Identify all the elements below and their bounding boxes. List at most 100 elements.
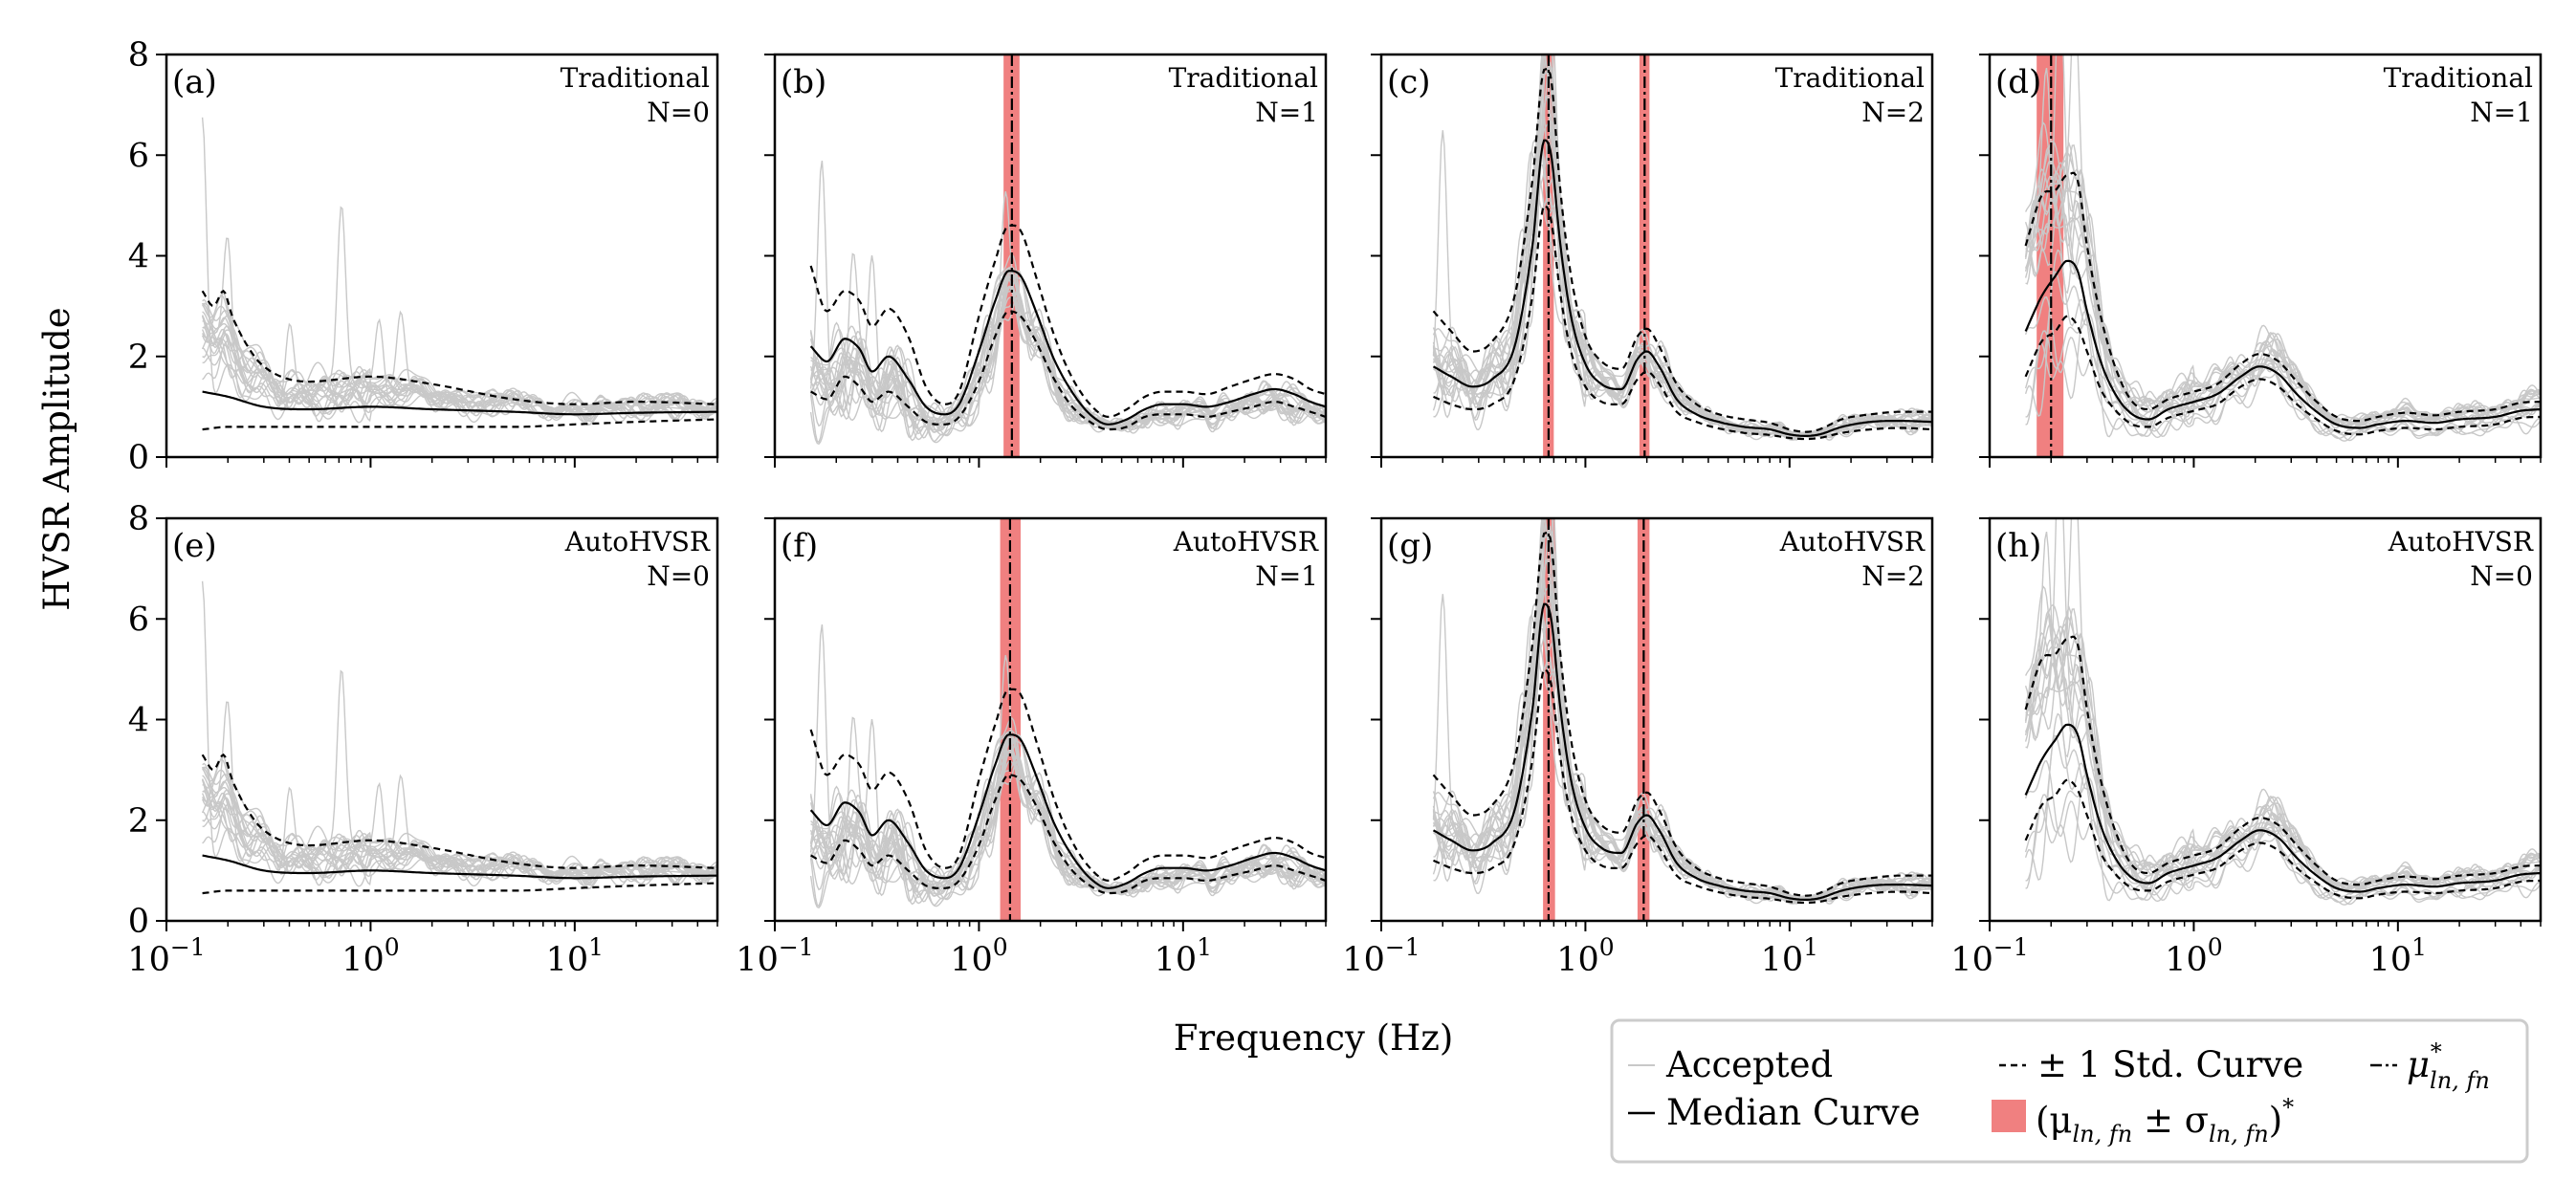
median-curve xyxy=(809,733,1326,889)
median-curve xyxy=(202,390,717,416)
accepted-curve-16 xyxy=(1432,525,1932,901)
x-tick-label: 100 xyxy=(341,933,399,979)
legend-mu-label: μln, fn* xyxy=(2407,1038,2490,1094)
panel-n-label: N=0 xyxy=(647,97,710,128)
plot-area xyxy=(2024,55,2541,457)
y-tick-label: 6 xyxy=(128,137,149,175)
std-upper-curve xyxy=(809,224,1326,419)
legend-frame xyxy=(1610,1018,2529,1164)
std-upper-curve xyxy=(1432,531,1932,897)
median-curve xyxy=(1432,602,1932,901)
x-tick-label: 10−1 xyxy=(1950,933,2028,979)
panel-method-label: Traditional xyxy=(2384,62,2533,94)
accepted-curve-20 xyxy=(202,766,717,883)
accepted-curve-20 xyxy=(202,302,717,419)
accepted-curve-18 xyxy=(202,768,717,879)
x-tick-label: 101 xyxy=(1155,933,1212,979)
std-lower-curve xyxy=(202,418,717,431)
x-tick-label: 10−1 xyxy=(1342,933,1420,979)
panel-method-label: AutoHVSR xyxy=(2388,526,2534,557)
accepted-curve-15 xyxy=(2024,121,2541,423)
panel-n-label: N=0 xyxy=(2470,560,2533,592)
x-tick-label: 100 xyxy=(2165,933,2222,979)
accepted-curve-19 xyxy=(1432,55,1932,438)
x-tick-label: 101 xyxy=(1761,933,1818,979)
accepted-curve-18 xyxy=(1432,64,1932,436)
median-curve xyxy=(202,854,717,880)
std-lower-curve xyxy=(202,882,717,895)
panel-n-label: N=1 xyxy=(1255,97,1318,128)
panel-id-label: (c) xyxy=(1387,63,1431,101)
x-axis-title: Frequency (Hz) xyxy=(1174,1017,1454,1059)
panel-n-label: N=1 xyxy=(2470,97,2533,128)
x-tick-label: 10−1 xyxy=(736,933,813,979)
plot-area xyxy=(2024,518,2541,906)
std-upper-curve xyxy=(2024,635,2541,886)
plot-area xyxy=(201,580,717,895)
panel-method-label: AutoHVSR xyxy=(1779,526,1926,557)
median-curve xyxy=(1432,139,1932,437)
accepted-curve-18 xyxy=(202,304,717,415)
x-tick-label: 100 xyxy=(950,933,1007,979)
panel-method-label: AutoHVSR xyxy=(564,526,711,557)
y-tick-label: 6 xyxy=(128,601,149,639)
accepted-curve-16 xyxy=(2024,271,2541,442)
accepted-curve-19 xyxy=(2024,249,2541,437)
accepted-curve-13 xyxy=(1433,518,1932,903)
std-upper-curve xyxy=(201,289,717,405)
std-lower-curve xyxy=(810,774,1326,895)
panel-id-label: (d) xyxy=(1995,63,2041,101)
y-tick-label: 0 xyxy=(128,439,149,477)
accepted-curve-20 xyxy=(2025,314,2541,440)
y-tick-label: 4 xyxy=(128,702,149,740)
std-lower-curve xyxy=(1433,204,1932,441)
x-tick-label: 10−1 xyxy=(127,933,205,979)
accepted-curve-14 xyxy=(2024,185,2541,429)
accepted-curve-20 xyxy=(2025,777,2541,904)
accepted-curve-13 xyxy=(809,717,1326,897)
panel-id-label: (g) xyxy=(1387,527,1433,565)
panel-n-label: N=2 xyxy=(1861,97,1925,128)
legend: Accepted Median Curve ± 1 Std. Curve μln… xyxy=(1610,1018,2529,1164)
y-tick-label: 0 xyxy=(128,903,149,941)
panel-id-label: (e) xyxy=(172,527,217,565)
panel-id-label: (b) xyxy=(781,63,826,101)
plot-area xyxy=(201,117,717,431)
std-lower-curve xyxy=(1433,667,1932,905)
panel-method-label: Traditional xyxy=(1169,62,1318,94)
y-tick-label: 8 xyxy=(128,36,149,75)
panel-n-label: N=0 xyxy=(647,560,710,592)
std-upper-curve xyxy=(201,753,717,869)
accepted-curve-13 xyxy=(1433,55,1932,439)
legend-std-label: ± 1 Std. Curve xyxy=(2037,1044,2303,1085)
accepted-curve-19 xyxy=(1432,518,1932,902)
panel-id-label: (a) xyxy=(172,63,217,101)
std-upper-curve xyxy=(2024,171,2541,423)
legend-band-swatch xyxy=(1992,1100,2026,1132)
median-curve xyxy=(2024,259,2541,429)
legend-median-label: Median Curve xyxy=(1666,1092,1921,1133)
panel-method-label: Traditional xyxy=(561,62,710,94)
accepted-curve-15 xyxy=(2024,585,2541,886)
x-tick-label: 100 xyxy=(1556,933,1614,979)
y-tick-label: 8 xyxy=(128,500,149,538)
std-lower-curve xyxy=(810,310,1326,431)
panel-id-label: (h) xyxy=(1995,527,2041,565)
plot-area xyxy=(1432,518,1932,921)
y-tick-label: 4 xyxy=(128,238,149,276)
accepted-curve-19 xyxy=(2024,712,2541,901)
plot-area xyxy=(809,55,1326,457)
y-tick-label: 2 xyxy=(128,339,149,377)
panel-n-label: N=1 xyxy=(1255,560,1318,592)
accepted-curve-16 xyxy=(1432,61,1932,437)
accepted-curve-17 xyxy=(202,311,717,415)
